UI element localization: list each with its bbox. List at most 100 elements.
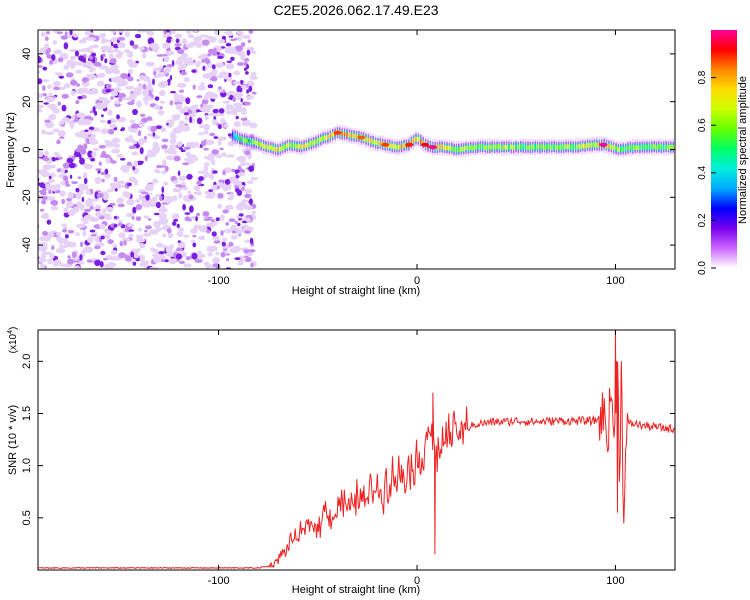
snr-background xyxy=(38,330,675,570)
noise-speck xyxy=(218,108,225,114)
noise-speck xyxy=(162,233,167,238)
noise-speck xyxy=(237,222,241,227)
noise-speck xyxy=(196,95,203,99)
noise-speck xyxy=(107,109,113,116)
noise-speck xyxy=(107,120,112,124)
noise-speck xyxy=(241,107,247,113)
ridge-cell xyxy=(241,137,243,142)
noise-speck xyxy=(109,57,117,64)
noise-speck xyxy=(162,42,171,49)
ridge-hotspot xyxy=(357,135,366,140)
ridge-cell xyxy=(512,145,515,150)
noise-speck xyxy=(174,33,183,39)
ridge-cell xyxy=(546,144,548,150)
noise-speck xyxy=(175,248,184,251)
noise-speck xyxy=(208,189,213,192)
noise-speck xyxy=(79,254,83,261)
noise-speck xyxy=(207,62,214,69)
noise-speck xyxy=(44,119,51,123)
noise-speck xyxy=(201,106,211,113)
noise-speck xyxy=(142,203,151,208)
noise-speck xyxy=(169,91,177,94)
ridge-cell xyxy=(648,144,651,149)
noise-speck xyxy=(208,93,219,99)
noise-speck xyxy=(204,191,212,195)
noise-speck xyxy=(38,56,42,64)
ridge-cell xyxy=(265,144,267,149)
ridge-cell xyxy=(412,138,415,143)
noise-speck xyxy=(57,130,66,137)
noise-speck xyxy=(180,186,189,191)
noise-speck xyxy=(74,265,81,269)
ridge-hotspot xyxy=(405,142,414,147)
noise-speck xyxy=(38,70,41,74)
noise-speck xyxy=(34,203,38,207)
noise-speck xyxy=(95,210,102,218)
noise-speck xyxy=(146,30,153,35)
ridge-cell xyxy=(410,140,413,146)
noise-speck xyxy=(248,85,253,92)
noise-speck xyxy=(38,152,40,158)
noise-speck xyxy=(98,65,109,70)
ridge-cell xyxy=(303,143,305,149)
ridge-cell xyxy=(308,142,310,148)
noise-speck xyxy=(219,147,224,151)
noise-speck xyxy=(156,125,162,129)
noise-speck xyxy=(181,125,191,132)
noise-speck xyxy=(209,78,216,81)
noise-speck xyxy=(98,161,102,166)
noise-speck xyxy=(241,84,248,90)
ridge-cell xyxy=(341,131,343,137)
noise-speck xyxy=(118,92,127,99)
noise-speck xyxy=(205,195,215,199)
noise-speck xyxy=(106,49,114,54)
noise-speck xyxy=(69,48,78,53)
ridge-cell xyxy=(272,146,274,151)
noise-speck xyxy=(125,212,134,218)
noise-speck xyxy=(136,30,147,33)
noise-speck xyxy=(126,86,133,90)
ridge-cell xyxy=(420,139,422,144)
noise-speck xyxy=(177,82,187,88)
noise-speck xyxy=(211,64,216,70)
noise-speck xyxy=(198,176,204,182)
noise-speck xyxy=(177,241,186,249)
noise-speck xyxy=(56,231,61,237)
noise-speck xyxy=(188,113,197,118)
noise-speck xyxy=(53,49,63,55)
noise-speck xyxy=(153,74,160,79)
noise-speck xyxy=(62,117,70,123)
noise-speck xyxy=(170,134,177,140)
ridge-cell xyxy=(262,144,265,149)
snr-y-label: SNR (10 * v/v) xyxy=(7,405,19,475)
noise-speck xyxy=(74,115,78,122)
noise-speck xyxy=(149,198,155,204)
ridge-cell xyxy=(281,145,284,151)
noise-speck xyxy=(205,264,210,269)
ridge-cell xyxy=(567,144,570,149)
noise-speck xyxy=(177,49,185,55)
ridge-cell xyxy=(231,132,234,137)
noise-speck xyxy=(206,216,213,219)
noise-speck xyxy=(237,260,244,266)
noise-speck xyxy=(61,93,69,99)
noise-speck xyxy=(38,65,43,68)
noise-speck xyxy=(204,114,209,121)
ridge-cell xyxy=(505,145,508,150)
noise-speck xyxy=(243,162,251,166)
ridge-cell xyxy=(491,145,493,150)
noise-speck xyxy=(104,58,108,64)
noise-speck xyxy=(220,214,225,222)
ridge-cell xyxy=(662,145,665,150)
noise-speck xyxy=(177,240,181,243)
ridge-cell xyxy=(627,145,629,151)
noise-speck xyxy=(139,147,144,155)
noise-speck xyxy=(41,129,46,135)
noise-speck xyxy=(110,41,114,47)
noise-speck xyxy=(32,177,38,181)
noise-speck xyxy=(67,210,74,216)
ridge-cell xyxy=(474,144,477,150)
noise-speck xyxy=(161,144,168,150)
noise-speck xyxy=(250,262,254,268)
noise-speck xyxy=(248,198,253,206)
